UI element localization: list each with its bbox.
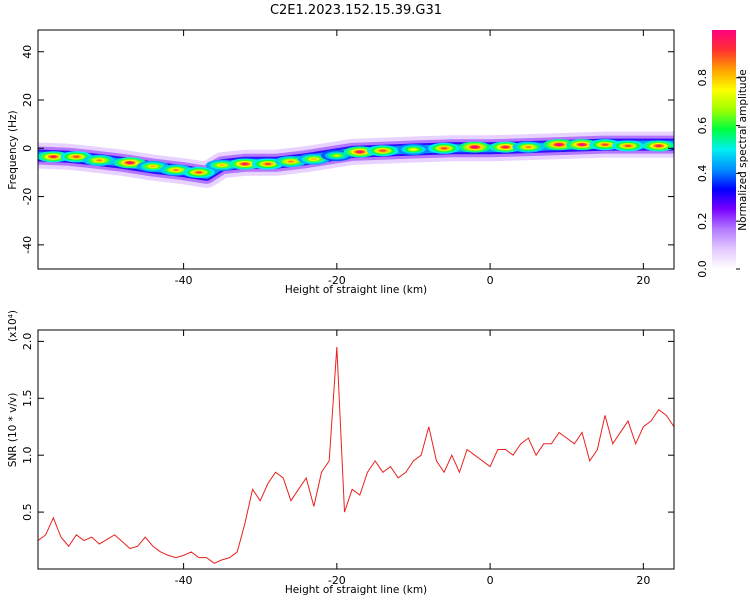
snr-y-axis-label: SNR (10 * v/v) <box>7 393 19 468</box>
spectral-blob <box>578 143 586 146</box>
spectral-blob <box>555 143 563 146</box>
snr-y-axis: 0.5 1.0 1.5 2.0 <box>21 333 674 521</box>
spectral-blob <box>73 155 80 158</box>
spectral-blob <box>379 149 387 152</box>
colorbar-ticks: 0.0 0.2 0.4 0.6 0.8 <box>696 69 740 278</box>
x-tick-label: -20 <box>328 274 346 287</box>
chart-title: C2E1.2023.152.15.39.G31 <box>270 3 442 18</box>
x-tick-label: -40 <box>175 274 193 287</box>
colorbar-tick-label: 0.4 <box>696 165 709 183</box>
spectral-blob <box>218 164 226 167</box>
snr-line <box>37 347 675 564</box>
colorbar-tick-label: 0.8 <box>696 69 709 87</box>
snr-panel: -40 -20 0 20 0.5 1.0 1.5 2.0 Height of straigh… <box>7 310 675 596</box>
spectral-blob <box>410 148 417 151</box>
x-tick-label: -40 <box>175 574 193 587</box>
colorbar-tick-label: 0.6 <box>696 117 709 135</box>
spectral-blob <box>310 158 318 161</box>
spectral-blob <box>333 154 341 157</box>
spectral-blob <box>126 161 134 164</box>
spectral-blob <box>356 150 364 154</box>
snr-x-axis-label: Height of straight line (km) <box>285 584 427 596</box>
x-tick-label: 0 <box>487 274 494 287</box>
spectral-blob <box>241 162 249 166</box>
x-tick-label: 20 <box>636 574 650 587</box>
colorbar-tick-label: 0.2 <box>696 212 709 230</box>
spectrogram-plot-area <box>38 131 674 188</box>
x-tick-label: 0 <box>487 574 494 587</box>
spectral-blob <box>96 159 103 162</box>
y-tick-label: 2.0 <box>21 333 34 351</box>
spectral-blob <box>149 165 157 168</box>
spectral-blob <box>287 160 295 163</box>
spectral-blob <box>50 155 57 158</box>
snr-plot-area <box>37 347 675 564</box>
snr-x-axis: -40 -20 0 20 <box>175 330 650 587</box>
spectral-blob <box>264 162 272 166</box>
snr-y-multiplier: (x10⁴) <box>7 310 19 342</box>
colorbar-gradient <box>712 30 736 269</box>
y-tick-label: 20 <box>21 93 34 107</box>
spectrogram-y-axis: -40 -20 0 20 40 <box>21 45 674 254</box>
spectral-blob <box>471 145 478 149</box>
y-tick-label: 40 <box>21 45 34 59</box>
x-tick-label: -20 <box>328 574 346 587</box>
spectral-blob <box>655 144 662 147</box>
spectrogram-y-axis-label: Frequency (Hz) <box>7 110 19 189</box>
spectrogram-x-axis: -40 -20 0 20 <box>175 30 650 287</box>
spectral-blob <box>525 145 532 149</box>
y-tick-label: 0 <box>21 145 34 152</box>
spectrogram-frame <box>37 29 675 270</box>
spectral-blob <box>195 171 203 174</box>
spectral-blob <box>440 147 448 150</box>
spectrogram-x-axis-label: Height of straight line (km) <box>285 284 427 296</box>
y-tick-label: 1.0 <box>21 446 34 464</box>
y-tick-label: -20 <box>21 188 34 206</box>
spectral-blob <box>502 145 509 149</box>
spectral-blob <box>172 168 180 172</box>
y-tick-label: 1.5 <box>21 390 34 408</box>
spectrogram-panel: -40 -20 0 20 -40 -20 0 20 40 Height of straight… <box>7 29 675 296</box>
x-tick-label: 20 <box>636 274 650 287</box>
colorbar-label: Normalized spectral amplitude <box>737 69 749 230</box>
snr-frame <box>37 329 675 570</box>
spectral-blob <box>601 143 609 146</box>
y-tick-label: -40 <box>21 236 34 254</box>
colorbar: 0.0 0.2 0.4 0.6 0.8 Normalized spectral ampl… <box>696 30 749 278</box>
y-tick-label: 0.5 <box>21 503 34 521</box>
colorbar-tick-label: 0.0 <box>696 260 709 278</box>
spectral-blob <box>624 144 632 147</box>
